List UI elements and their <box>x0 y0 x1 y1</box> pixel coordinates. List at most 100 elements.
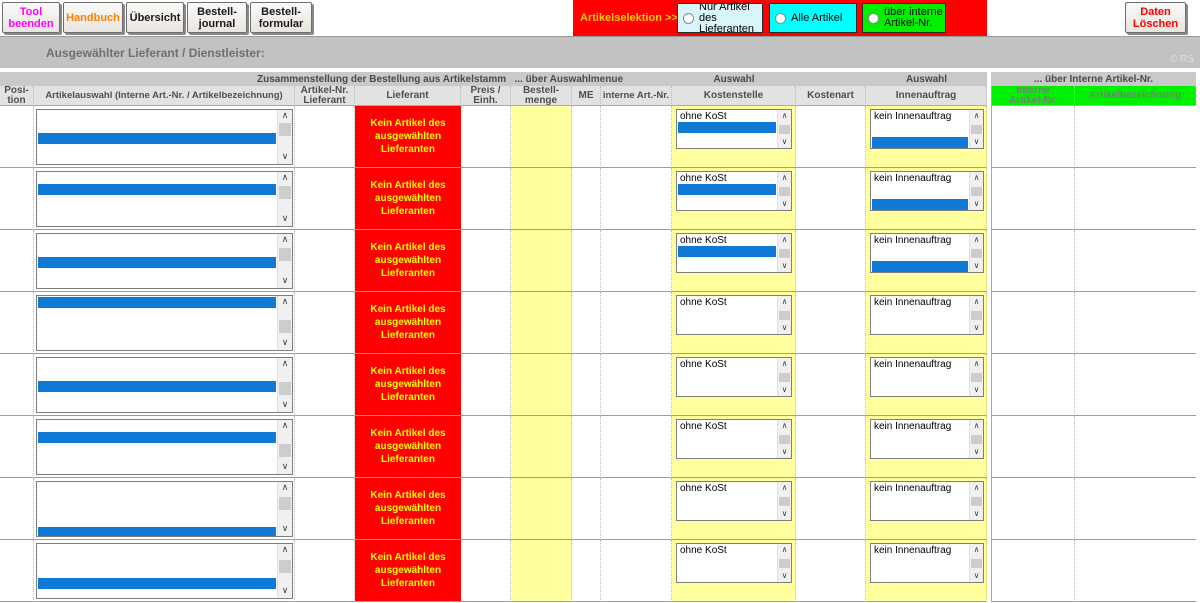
scrollbar-thumb[interactable] <box>279 248 291 261</box>
listbox-item[interactable]: ohne KoSt <box>680 359 727 370</box>
radio-option-ueber-interne-artikel-nr[interactable]: über interne Artikel-Nr. <box>862 3 946 33</box>
scroll-down-icon[interactable]: ∨ <box>973 447 980 456</box>
kostenstelle-listbox[interactable]: ohne KoSt ∧ ∨ <box>676 543 792 583</box>
scroll-down-icon[interactable]: ∨ <box>281 462 289 472</box>
scrollbar-thumb[interactable] <box>971 249 982 258</box>
scroll-down-icon[interactable]: ∨ <box>973 261 980 270</box>
scroll-down-icon[interactable]: ∨ <box>781 447 788 456</box>
scroll-up-icon[interactable]: ∧ <box>281 235 289 245</box>
scrollbar[interactable]: ∧ ∨ <box>777 234 791 272</box>
scrollbar-thumb[interactable] <box>971 559 982 568</box>
artikelauswahl-listbox[interactable]: ∧ ∨ <box>36 109 293 165</box>
scrollbar-thumb[interactable] <box>279 186 291 199</box>
listbox-item[interactable]: ohne KoSt <box>680 111 727 122</box>
scroll-down-icon[interactable]: ∨ <box>781 509 788 518</box>
scroll-down-icon[interactable]: ∨ <box>973 137 980 146</box>
listbox-item[interactable]: kein Innenauftrag <box>874 111 952 122</box>
bestellmenge-cell[interactable] <box>511 540 572 602</box>
scroll-down-icon[interactable]: ∨ <box>781 571 788 580</box>
scroll-up-icon[interactable]: ∧ <box>281 111 289 121</box>
listbox-item[interactable]: kein Innenauftrag <box>874 421 952 432</box>
scrollbar-thumb[interactable] <box>779 373 790 382</box>
radio-icon[interactable] <box>868 12 879 24</box>
scrollbar[interactable]: ∧ ∨ <box>969 234 983 272</box>
scroll-down-icon[interactable]: ∨ <box>281 152 289 162</box>
artikelauswahl-listbox[interactable]: ∧ ∨ <box>36 419 293 475</box>
bestellmenge-cell[interactable] <box>511 168 572 230</box>
bestellmenge-cell[interactable] <box>511 354 572 416</box>
scrollbar-thumb[interactable] <box>779 187 790 196</box>
scrollbar-thumb[interactable] <box>971 435 982 444</box>
listbox-item[interactable]: ohne KoSt <box>680 297 727 308</box>
kostenstelle-listbox[interactable]: ohne KoSt ∧ ∨ <box>676 171 792 211</box>
scrollbar[interactable]: ∧ ∨ <box>277 296 292 350</box>
scroll-up-icon[interactable]: ∧ <box>781 111 788 120</box>
kostenstelle-listbox[interactable]: ohne KoSt ∧ ∨ <box>676 233 792 273</box>
scrollbar[interactable]: ∧ ∨ <box>969 544 983 582</box>
listbox-item[interactable]: ohne KoSt <box>680 235 727 246</box>
innenauftrag-listbox[interactable]: kein Innenauftrag ∧ ∨ <box>870 233 984 273</box>
scrollbar[interactable]: ∧ ∨ <box>969 110 983 148</box>
scroll-up-icon[interactable]: ∧ <box>973 421 980 430</box>
scroll-up-icon[interactable]: ∧ <box>281 297 289 307</box>
scrollbar[interactable]: ∧ ∨ <box>777 172 791 210</box>
scroll-up-icon[interactable]: ∧ <box>973 111 980 120</box>
scroll-down-icon[interactable]: ∨ <box>281 400 289 410</box>
scrollbar[interactable]: ∧ ∨ <box>777 296 791 334</box>
innenauftrag-listbox[interactable]: kein Innenauftrag ∧ ∨ <box>870 543 984 583</box>
scroll-up-icon[interactable]: ∧ <box>281 483 289 493</box>
scroll-up-icon[interactable]: ∧ <box>973 359 980 368</box>
listbox-item[interactable]: kein Innenauftrag <box>874 545 952 556</box>
scrollbar-thumb[interactable] <box>279 123 291 136</box>
bestellmenge-cell[interactable] <box>511 416 572 478</box>
scrollbar[interactable]: ∧ ∨ <box>777 110 791 148</box>
artikelauswahl-listbox[interactable]: ∧ ∨ <box>36 357 293 413</box>
scroll-down-icon[interactable]: ∨ <box>781 323 788 332</box>
scrollbar-thumb[interactable] <box>779 497 790 506</box>
scrollbar-thumb[interactable] <box>279 560 291 573</box>
scrollbar-thumb[interactable] <box>779 249 790 258</box>
scrollbar[interactable]: ∧ ∨ <box>969 172 983 210</box>
tool-beenden-button[interactable]: Tool beenden <box>2 2 60 33</box>
scrollbar[interactable]: ∧ ∨ <box>777 358 791 396</box>
scroll-down-icon[interactable]: ∨ <box>973 385 980 394</box>
artikelauswahl-listbox[interactable]: ∧ ∨ <box>36 295 293 351</box>
innenauftrag-listbox[interactable]: kein Innenauftrag ∧ ∨ <box>870 109 984 149</box>
radio-option-nur-artikel-des-lieferanten[interactable]: Nur Artikel des Lieferanten <box>677 1 763 34</box>
scroll-down-icon[interactable]: ∨ <box>281 276 289 286</box>
kostenstelle-listbox[interactable]: ohne KoSt ∧ ∨ <box>676 419 792 459</box>
listbox-item[interactable]: ohne KoSt <box>680 421 727 432</box>
listbox-item[interactable]: kein Innenauftrag <box>874 359 952 370</box>
scroll-down-icon[interactable]: ∨ <box>781 137 788 146</box>
listbox-item[interactable]: kein Innenauftrag <box>874 235 952 246</box>
scrollbar[interactable]: ∧ ∨ <box>277 420 292 474</box>
scrollbar[interactable]: ∧ ∨ <box>277 544 292 598</box>
scroll-down-icon[interactable]: ∨ <box>281 338 289 348</box>
scroll-up-icon[interactable]: ∧ <box>281 545 289 555</box>
daten-loeschen-button[interactable]: Daten Löschen <box>1125 2 1186 33</box>
scrollbar[interactable]: ∧ ∨ <box>777 544 791 582</box>
innenauftrag-listbox[interactable]: kein Innenauftrag ∧ ∨ <box>870 357 984 397</box>
scroll-down-icon[interactable]: ∨ <box>281 214 289 224</box>
radio-icon[interactable] <box>683 12 694 24</box>
scroll-down-icon[interactable]: ∨ <box>973 571 980 580</box>
scrollbar-thumb[interactable] <box>971 497 982 506</box>
scroll-down-icon[interactable]: ∨ <box>781 385 788 394</box>
scrollbar[interactable]: ∧ ∨ <box>277 110 292 164</box>
kostenstelle-listbox[interactable]: ohne KoSt ∧ ∨ <box>676 295 792 335</box>
artikelauswahl-listbox[interactable]: ∧ ∨ <box>36 481 293 537</box>
kostenstelle-listbox[interactable]: ohne KoSt ∧ ∨ <box>676 109 792 149</box>
scrollbar-thumb[interactable] <box>279 444 291 457</box>
scrollbar-thumb[interactable] <box>779 559 790 568</box>
listbox-item[interactable]: ohne KoSt <box>680 173 727 184</box>
scroll-up-icon[interactable]: ∧ <box>781 421 788 430</box>
listbox-item[interactable]: kein Innenauftrag <box>874 297 952 308</box>
bestellmenge-cell[interactable] <box>511 230 572 292</box>
handbuch-button[interactable]: Handbuch <box>63 2 123 33</box>
scroll-up-icon[interactable]: ∧ <box>781 235 788 244</box>
bestellmenge-cell[interactable] <box>511 292 572 354</box>
scrollbar[interactable]: ∧ ∨ <box>969 358 983 396</box>
scrollbar-thumb[interactable] <box>971 187 982 196</box>
bestellmenge-cell[interactable] <box>511 106 572 168</box>
bestell-formular-button[interactable]: Bestell- formular <box>250 2 312 33</box>
